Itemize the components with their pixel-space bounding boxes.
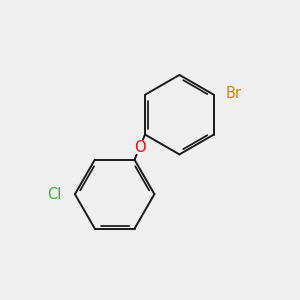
Text: Cl: Cl xyxy=(47,187,62,202)
Text: O: O xyxy=(134,140,146,154)
Text: Br: Br xyxy=(225,86,241,101)
